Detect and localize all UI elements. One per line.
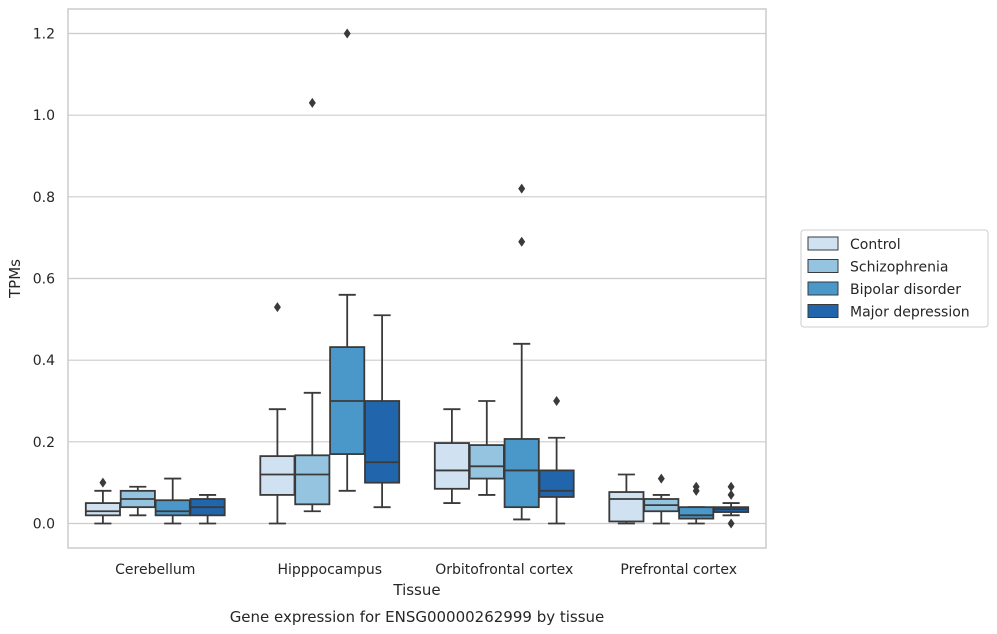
outlier-point — [273, 302, 281, 313]
legend: Control Schizophrenia Bipolar disorder Majo… — [800, 229, 989, 328]
chart-caption: Gene expression for ENSG00000262999 by t… — [230, 608, 605, 626]
box-plot — [713, 481, 750, 529]
box — [154, 499, 191, 517]
outlier-point — [518, 183, 526, 194]
box-plot — [84, 477, 121, 525]
legend-label: Major depression — [850, 305, 970, 321]
legend-label: Bipolar disorder — [850, 282, 961, 298]
y-tick-label: 0.0 — [33, 517, 55, 533]
outlier-point — [518, 236, 526, 247]
x-tick-label: Orbitofrontal cortex — [435, 562, 573, 578]
outlier-point — [657, 473, 665, 484]
box — [678, 506, 715, 520]
box-plot — [643, 473, 680, 525]
box — [294, 454, 331, 506]
outlier-point — [99, 477, 107, 488]
box-plot — [538, 396, 575, 525]
box — [503, 438, 540, 509]
plot-frame — [67, 8, 767, 549]
box — [608, 491, 645, 523]
box-plot-area — [84, 28, 750, 529]
box-plot — [154, 477, 191, 525]
outlier-point — [343, 28, 351, 39]
box-plot — [468, 400, 505, 496]
x-tick-label: Prefrontal cortex — [620, 562, 737, 578]
box — [433, 442, 470, 490]
box-plot — [329, 28, 366, 492]
box-plot — [119, 485, 156, 517]
legend-swatch — [807, 259, 839, 273]
legend-swatch — [807, 236, 839, 251]
legend-swatch — [807, 304, 839, 318]
y-tick-label: 0.2 — [33, 435, 55, 451]
legend-label: Control — [850, 237, 901, 253]
y-tick-label: 1.2 — [33, 27, 55, 43]
box — [84, 502, 121, 517]
outlier-point — [553, 396, 561, 406]
y-axis-label: TPMs — [6, 259, 24, 299]
box — [259, 455, 296, 496]
box-plot — [433, 408, 470, 504]
box — [364, 400, 401, 484]
outlier-point — [692, 481, 700, 492]
box-plot — [678, 481, 715, 525]
outlier-point — [727, 518, 735, 529]
legend-swatch — [807, 281, 839, 296]
outlier-point — [727, 481, 735, 492]
y-tick-label: 0.8 — [33, 190, 55, 206]
x-tick-label: Cerebellum — [115, 562, 195, 578]
legend-label: Schizophrenia — [850, 260, 948, 276]
legend-frame — [800, 229, 989, 328]
box-plot — [294, 97, 331, 513]
box — [468, 444, 505, 480]
box-plot — [503, 183, 540, 521]
grid-lines — [68, 32, 766, 525]
x-tick-labels: Cerebellum Hipppocampus Orbitofrontal cort… — [115, 562, 737, 578]
x-axis-label: Tissue — [392, 581, 440, 599]
y-tick-labels: 0.0 0.2 0.4 0.6 0.8 1.0 1.2 — [33, 27, 55, 533]
y-tick-label: 1.0 — [33, 108, 55, 124]
box-plot — [608, 473, 645, 525]
box-plot — [364, 314, 401, 509]
y-tick-label: 0.6 — [33, 272, 55, 288]
box-plot — [189, 494, 226, 525]
outlier-point — [308, 97, 316, 108]
y-tick-label: 0.4 — [33, 353, 55, 369]
x-tick-label: Hipppocampus — [277, 562, 382, 578]
box — [538, 469, 575, 498]
outlier-point — [727, 489, 735, 500]
box-plot — [259, 302, 296, 525]
